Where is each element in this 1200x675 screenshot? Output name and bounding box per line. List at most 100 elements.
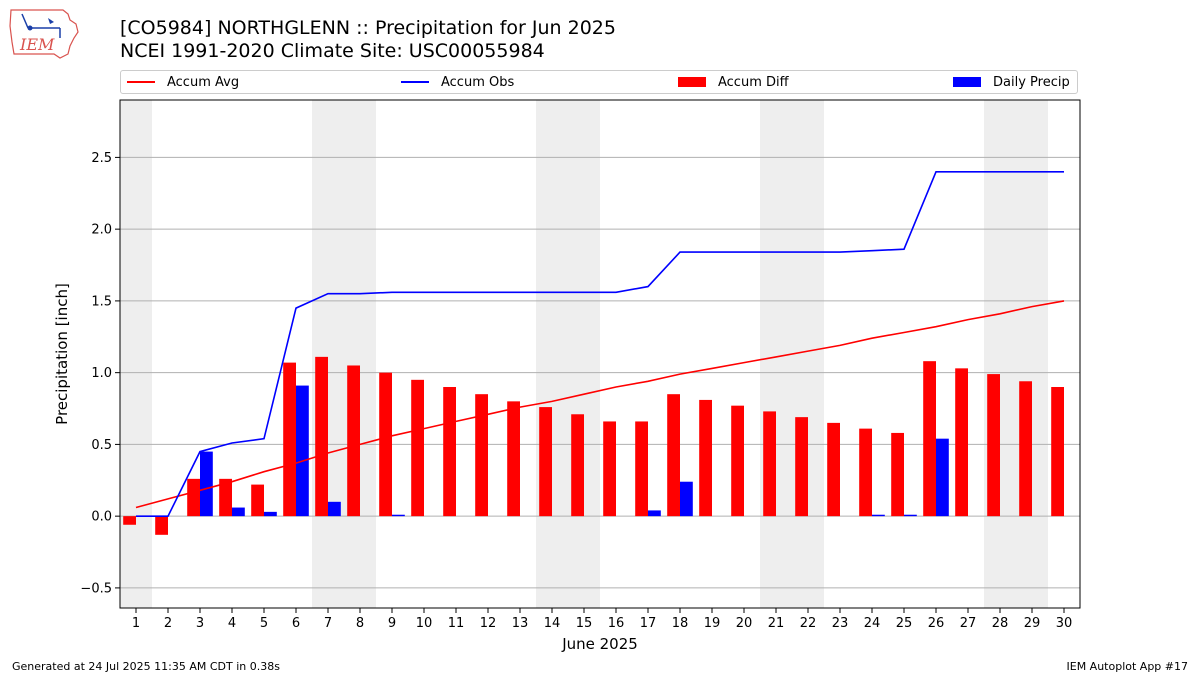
bar-accum-diff [187, 478, 200, 517]
bar-accum-diff [635, 421, 648, 517]
bar-daily-precip [200, 451, 213, 517]
x-tick-label: 4 [228, 616, 236, 631]
y-tick-label: 1.0 [91, 366, 112, 381]
x-tick-label: 25 [896, 616, 913, 631]
bar-daily-precip [296, 385, 309, 517]
bar-accum-diff [219, 478, 232, 517]
legend-swatch [401, 81, 429, 83]
chart-legend: Accum Avg Accum Obs Accum Diff Daily Pre… [120, 70, 1078, 94]
bar-accum-diff [379, 372, 392, 517]
legend-label: Daily Precip [993, 75, 1070, 90]
bar-accum-diff [763, 411, 776, 517]
bar-daily-precip [392, 514, 405, 517]
legend-label: Accum Obs [441, 75, 515, 90]
weekend-band [312, 100, 376, 608]
x-tick-label: 6 [292, 616, 300, 631]
bar-daily-precip [328, 501, 341, 517]
legend-swatch [127, 81, 155, 83]
y-tick-label: 2.0 [91, 223, 112, 238]
bar-accum-diff [891, 432, 904, 517]
x-tick-label: 16 [608, 616, 625, 631]
bar-accum-diff [795, 417, 808, 517]
bar-accum-diff [571, 414, 584, 517]
x-tick-label: 19 [704, 616, 721, 631]
chart-subtitle: NCEI 1991-2020 Climate Site: USC00055984 [120, 40, 545, 62]
bars [123, 356, 1064, 535]
legend-swatch [953, 77, 981, 87]
bar-accum-diff [923, 361, 936, 517]
line-accum-obs [136, 171, 1064, 518]
y-tick-label: 0.5 [91, 438, 112, 453]
iem-logo: IEM [9, 9, 79, 59]
x-tick-label: 27 [960, 616, 977, 631]
legend-label: Accum Diff [718, 75, 789, 90]
weekend-band [984, 100, 1048, 608]
bar-daily-precip [264, 511, 277, 517]
bar-accum-diff [603, 421, 616, 517]
y-tick-label: −0.5 [80, 581, 112, 596]
x-tick-label: 21 [768, 616, 785, 631]
bar-accum-diff [955, 368, 968, 517]
logo-text: IEM [19, 35, 55, 54]
bar-accum-diff [155, 516, 168, 535]
line-accum-avg [135, 300, 1065, 509]
x-tick-label: 26 [928, 616, 945, 631]
x-tick-label: 30 [1056, 616, 1073, 631]
x-tick-label: 7 [324, 616, 332, 631]
bar-accum-diff [411, 379, 424, 517]
bar-accum-diff [539, 407, 552, 517]
x-tick-label: 12 [480, 616, 497, 631]
bar-accum-diff [123, 516, 136, 525]
bar-accum-diff [1019, 381, 1032, 517]
x-tick-label: 5 [260, 616, 268, 631]
weekend-shading [120, 100, 1048, 608]
x-tick-label: 10 [416, 616, 433, 631]
x-tick-label: 8 [356, 616, 364, 631]
x-tick-label: 14 [544, 616, 561, 631]
bar-accum-diff [859, 428, 872, 517]
x-tick-label: 23 [832, 616, 849, 631]
bar-accum-diff [1051, 387, 1064, 517]
bar-accum-diff [251, 484, 264, 517]
bar-accum-diff [699, 399, 712, 517]
bar-accum-diff [315, 356, 328, 517]
weekend-band [536, 100, 600, 608]
bar-accum-diff [507, 401, 520, 517]
bar-accum-diff [283, 362, 296, 517]
x-tick-label: 15 [576, 616, 593, 631]
y-axis-ticks: −0.5 0.0 0.5 1.0 1.5 2.0 2.5 [80, 151, 120, 596]
x-axis-label: June 2025 [561, 635, 638, 653]
bar-accum-diff [987, 374, 1000, 517]
bar-accum-diff [475, 394, 488, 517]
x-tick-label: 11 [448, 616, 465, 631]
x-tick-label: 17 [640, 616, 657, 631]
x-tick-label: 22 [800, 616, 817, 631]
y-axis-label: Precipitation [inch] [53, 283, 71, 425]
bar-daily-precip [936, 438, 949, 517]
x-tick-label: 2 [164, 616, 172, 631]
iowa-outline-icon [9, 9, 79, 59]
x-tick-label: 3 [196, 616, 204, 631]
x-tick-label: 1 [132, 616, 140, 631]
x-tick-label: 18 [672, 616, 689, 631]
bar-accum-diff [347, 365, 360, 517]
y-tick-label: 0.0 [91, 510, 112, 525]
x-axis-ticks: 1 2 3 4 5 6 7 8 9 10 11 12 13 14 15 16 17 18 19 20 21 22 23 24 2… [132, 608, 1072, 631]
x-tick-label: 24 [864, 616, 881, 631]
bar-accum-diff [827, 422, 840, 517]
bar-daily-precip [232, 507, 245, 517]
x-tick-label: 20 [736, 616, 753, 631]
app-note: IEM Autoplot App #17 [1066, 660, 1189, 673]
plot-frame [119, 99, 1081, 609]
x-tick-label: 29 [1024, 616, 1041, 631]
lines [135, 171, 1065, 518]
generated-note: Generated at 24 Jul 2025 11:35 AM CDT in… [12, 660, 280, 673]
weekend-band [120, 100, 152, 608]
y-tick-label: 2.5 [91, 151, 112, 166]
legend-label: Accum Avg [167, 75, 240, 90]
bar-accum-diff [731, 405, 744, 517]
x-tick-label: 9 [388, 616, 396, 631]
bar-daily-precip [904, 514, 917, 517]
bar-daily-precip [648, 510, 661, 517]
